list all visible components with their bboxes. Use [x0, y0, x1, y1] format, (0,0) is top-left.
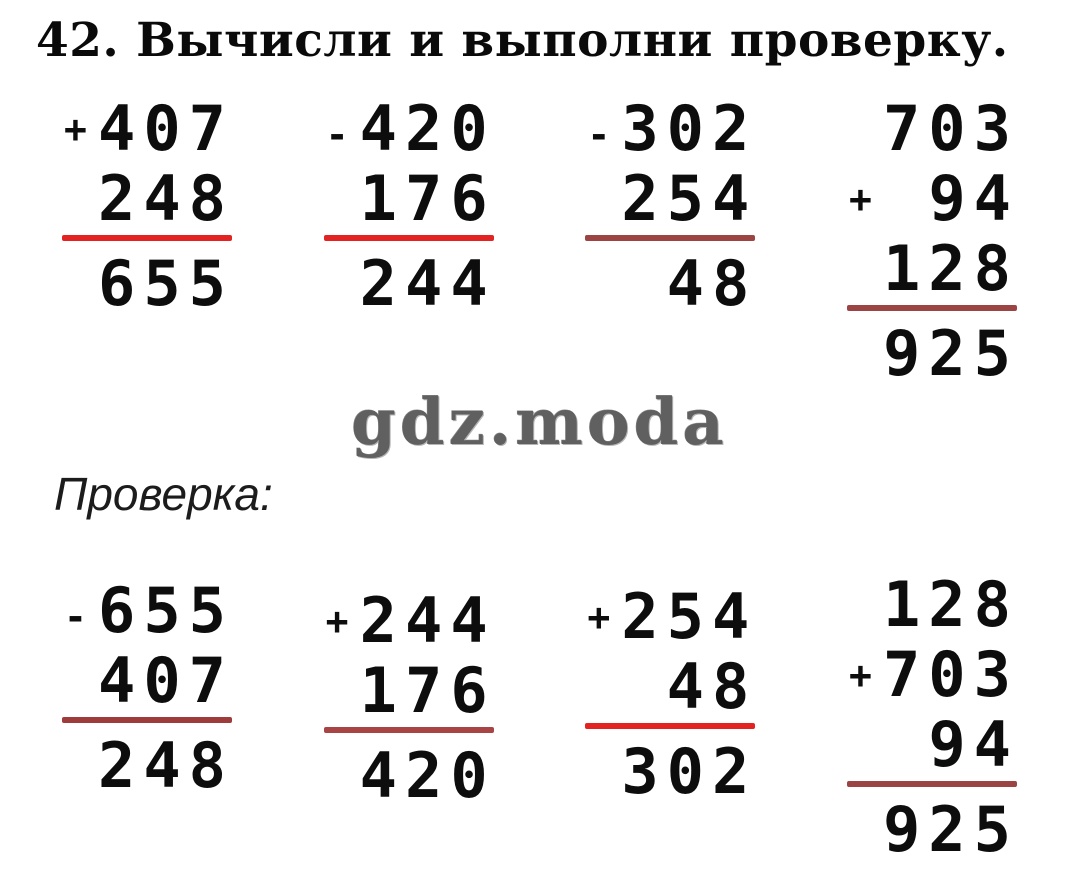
operand: 128	[882, 567, 1019, 641]
minus-operator: -	[325, 113, 349, 158]
plus-operator: +	[325, 598, 349, 643]
operand-row: 176	[324, 652, 494, 722]
operand-row: + 407	[62, 90, 232, 160]
operand: 420	[359, 92, 496, 166]
answer-line	[323, 726, 494, 733]
plus-operator: +	[848, 177, 872, 222]
problems-row-top: + 407 248 655 - 420 176 244 - 302 254	[62, 90, 1017, 385]
operand: 176	[359, 653, 496, 727]
operand-row: 703	[847, 90, 1017, 160]
gdz-moda-watermark: gdz.moda	[351, 385, 728, 461]
operand-row: 407	[62, 642, 232, 712]
operand: 48	[666, 649, 758, 723]
operand: 254	[621, 162, 758, 236]
operand-row: - 655	[62, 572, 232, 642]
result-row: 48	[585, 245, 755, 315]
operand-row: 48	[585, 648, 755, 718]
operand-row: + 254	[585, 578, 755, 648]
operand-row: 94	[847, 706, 1017, 776]
operand-row: + 703	[847, 636, 1017, 706]
column-problem-add-407-248: + 407 248 655	[62, 90, 232, 315]
operand: 407	[98, 92, 234, 166]
answer-line	[62, 716, 232, 723]
check-problem-add-244-176: + 244 176 420	[323, 582, 494, 807]
result-row: 244	[324, 245, 494, 315]
column-problem-sub-420-176: - 420 176 244	[323, 90, 494, 315]
operand: 407	[98, 643, 234, 717]
result-value: 925	[882, 792, 1019, 866]
result-value: 302	[621, 734, 758, 808]
result-value: 48	[666, 247, 758, 321]
result-row: 925	[847, 791, 1017, 861]
plus-operator: +	[587, 594, 611, 639]
plus-operator: +	[848, 652, 872, 697]
operand: 703	[882, 637, 1019, 711]
operand-row: 128	[847, 566, 1017, 636]
result-row: 248	[62, 727, 232, 797]
operand: 94	[928, 707, 1019, 781]
operand: 128	[882, 232, 1019, 306]
operand-row: + 244	[324, 582, 494, 652]
operand-row: - 420	[324, 90, 494, 160]
operand-row: 128	[847, 230, 1017, 300]
column-problem-add-703-94-128: 703 + 94 128 925	[846, 90, 1017, 385]
operand: 176	[359, 162, 496, 236]
result-value: 248	[98, 728, 234, 802]
problems-row-verification: - 655 407 248 + 244 176 420 + 254 48	[62, 566, 1017, 861]
result-row: 655	[62, 245, 232, 315]
check-problem-sub-655-407: - 655 407 248	[62, 572, 232, 797]
operand: 302	[621, 92, 758, 166]
result-row: 420	[324, 737, 494, 807]
minus-operator: -	[64, 594, 87, 639]
check-problem-add-254-48: + 254 48 302	[585, 578, 756, 803]
result-row: 925	[847, 315, 1017, 385]
operand-row: 254	[585, 160, 755, 230]
operand: 254	[621, 579, 758, 653]
operand: 703	[882, 92, 1019, 166]
plus-operator: +	[64, 107, 87, 152]
result-value: 244	[359, 247, 496, 321]
operand: 655	[98, 573, 234, 647]
answer-line	[846, 780, 1017, 787]
operand: 94	[928, 162, 1019, 236]
column-problem-sub-302-254: - 302 254 48	[585, 90, 756, 315]
operand: 248	[98, 162, 234, 236]
operand-row: + 94	[847, 160, 1017, 230]
operand-row: 248	[62, 160, 232, 230]
result-value: 420	[359, 738, 496, 812]
answer-line	[323, 235, 494, 242]
verification-label: Проверка:	[54, 468, 273, 521]
page-title: 42. Вычисли и выполни проверку.	[36, 13, 1009, 68]
result-value: 655	[98, 247, 234, 321]
result-value: 925	[882, 317, 1019, 391]
answer-line	[585, 722, 756, 729]
operand-row: 176	[324, 160, 494, 230]
answer-line	[846, 305, 1017, 312]
minus-operator: -	[587, 113, 611, 158]
check-problem-add-128-703-94: 128 + 703 94 925	[846, 566, 1017, 861]
result-row: 302	[585, 733, 755, 803]
answer-line	[585, 235, 756, 242]
operand-row: - 302	[585, 90, 755, 160]
operand: 244	[359, 583, 496, 657]
answer-line	[62, 235, 232, 242]
